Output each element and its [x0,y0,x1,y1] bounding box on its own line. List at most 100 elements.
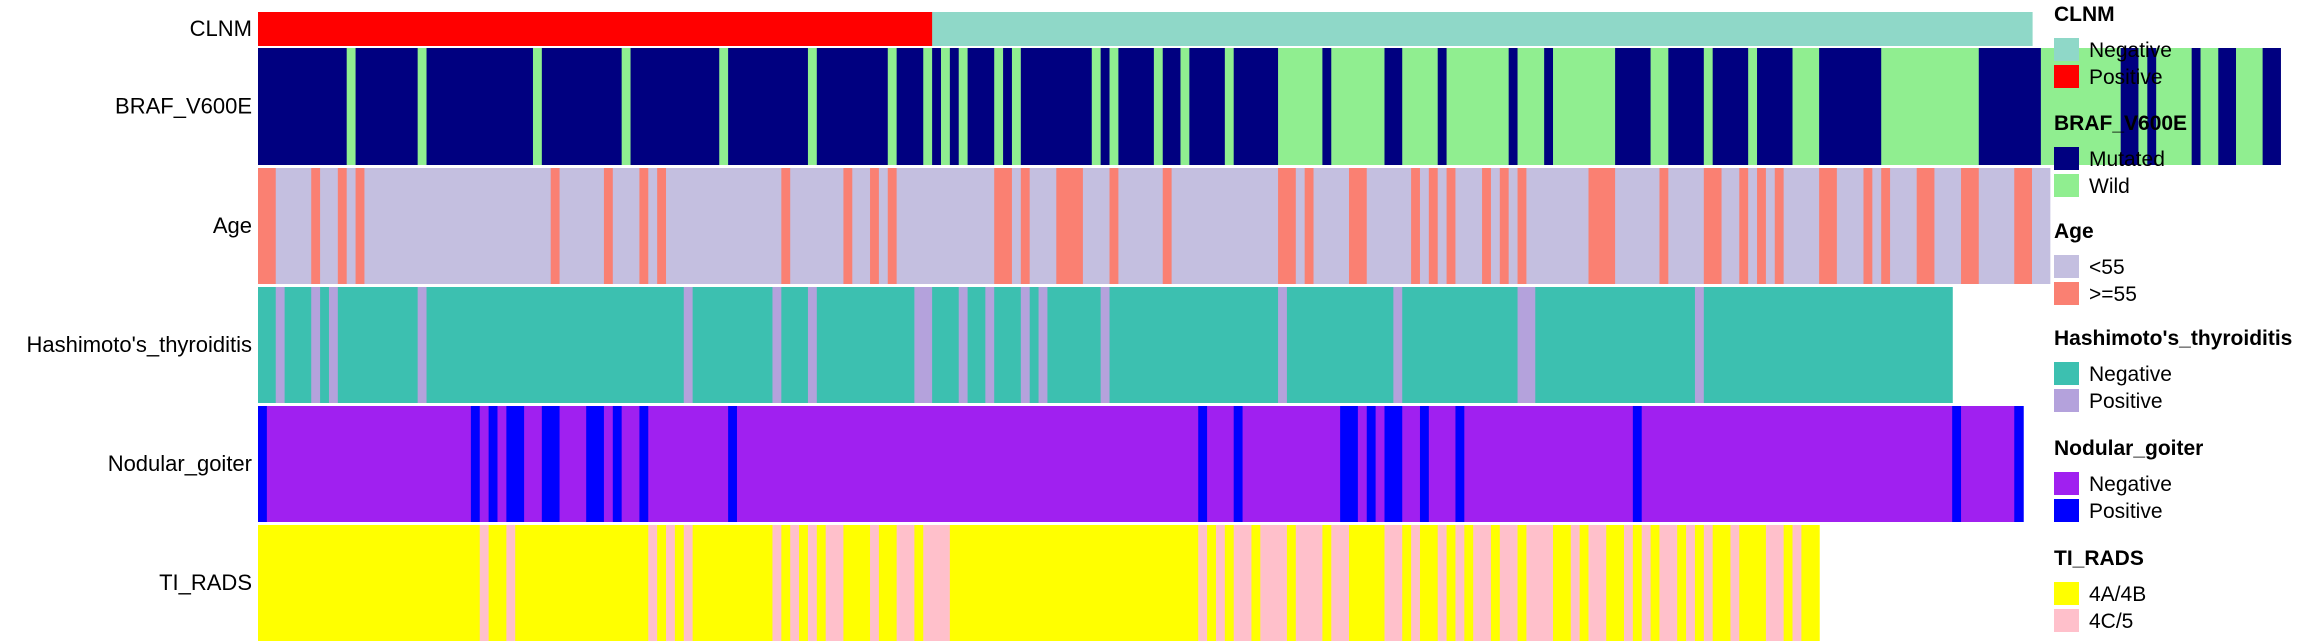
cell-block-ti-rads-25 [1198,525,1208,641]
cell-block-hashimoto-s-thyroiditis-17 [958,287,969,403]
cell-block-hashimoto-s-thyroiditis-25 [1100,287,1111,403]
cell-block-age-23 [896,168,995,284]
cell-block-nodular-goiter-34 [1952,406,1962,522]
cell-block-hashimoto-s-thyroiditis-23 [1038,287,1049,403]
legend-title-braf-v600e: BRAF_V600E [2054,112,2187,135]
cell-block-braf-v600e-18 [949,48,960,165]
cell-block-ti-rads-14 [799,525,809,641]
cell-block-age-6 [355,168,366,284]
cell-block-age-54 [1659,168,1669,284]
cell-block-ti-rads-26 [1207,525,1217,641]
cell-block-braf-v600e-58 [2120,48,2140,165]
cell-block-ti-rads-23 [923,525,951,641]
cell-block-braf-v600e-43 [1517,48,1545,165]
cell-block-ti-rads-50 [1553,525,1572,641]
legend-age: Age <55 >=55 [2054,220,2137,306]
legend-braf-v600e: BRAF_V600E Mutated Wild [2054,112,2187,198]
cell-block-age-46 [1482,168,1492,284]
cell-block-hashimoto-s-thyroiditis-4 [320,287,330,403]
cell-block-hashimoto-s-thyroiditis-8 [426,287,685,403]
cell-block-ti-rads-31 [1260,525,1288,641]
cell-block-age-58 [1739,168,1749,284]
cell-block-age-41 [1419,168,1430,284]
cell-block-braf-v600e-25 [1091,48,1102,165]
cell-block-braf-v600e-55 [1881,48,1980,165]
cell-block-ti-rads-38 [1402,525,1412,641]
cell-block-age-74 [2014,168,2033,284]
cell-block-ti-rads-6 [657,525,667,641]
cell-block-ti-rads-59 [1659,525,1678,641]
cell-block-braf-v600e-48 [1668,48,1705,165]
legend-swatch-braf-v600e-mutated [2054,147,2079,170]
cell-block-hashimoto-s-thyroiditis-5 [328,287,339,403]
cell-block-age-29 [1082,168,1111,284]
cell-block-hashimoto-s-thyroiditis-18 [967,287,986,403]
cell-block-nodular-goiter-25 [1375,406,1386,522]
cell-block-nodular-goiter-7 [524,406,543,522]
cell-block-age-48 [1499,168,1510,284]
cell-block-ti-rads-60 [1677,525,1687,641]
cell-block-ti-rads-56 [1632,525,1643,641]
cell-block-age-60 [1757,168,1767,284]
cell-block-ti-rads-1 [479,525,490,641]
cell-block-braf-v600e-33 [1224,48,1235,165]
cell-block-ti-rads-5 [648,525,658,641]
cell-block-braf-v600e-35 [1278,48,1323,165]
cell-block-braf-v600e-27 [1109,48,1119,165]
cell-block-ti-rads-32 [1286,525,1297,641]
cell-block-braf-v600e-51 [1748,48,1758,165]
cell-block-age-8 [550,168,561,284]
legend-swatch-nodular-goiter-negative [2054,472,2079,495]
cell-block-hashimoto-s-thyroiditis-9 [683,287,694,403]
cell-block-clnm-1 [932,12,2033,46]
cell-block-age-39 [1366,168,1412,284]
cell-block-age-45 [1455,168,1483,284]
cell-block-ti-rads-22 [914,525,924,641]
cell-block-nodular-goiter-11 [603,406,614,522]
cell-block-hashimoto-s-thyroiditis-24 [1047,287,1102,403]
legend-ti-rads: TI_RADS 4A/4B 4C/5 [2054,547,2146,633]
cell-block-hashimoto-s-thyroiditis-30 [1402,287,1519,403]
cell-block-ti-rads-68 [1783,525,1794,641]
cell-block-nodular-goiter-15 [648,406,729,522]
cell-block-braf-v600e-5 [532,48,543,165]
cell-block-nodular-goiter-33 [1641,406,1953,522]
cell-block-ti-rads-16 [816,525,827,641]
cell-block-braf-v600e-4 [426,48,534,165]
cell-block-age-0 [258,168,277,284]
cell-block-hashimoto-s-thyroiditis-1 [275,287,286,403]
cell-block-ti-rads-35 [1331,525,1350,641]
legend-hashimoto-s-thyroiditis: Hashimoto's_thyroiditis Negative Positive [2054,327,2292,413]
cell-block-braf-v600e-29 [1153,48,1164,165]
cell-block-braf-v600e-66 [2262,48,2281,165]
cell-block-nodular-goiter-23 [1357,406,1368,522]
row-labels: CLNM BRAF_V600E Age Hashimoto's_thyroiditis… [26,16,252,595]
cell-block-ti-rads-18 [843,525,871,641]
cell-block-braf-v600e-23 [1011,48,1022,165]
legend-swatch-hashimoto-s-thyroiditis-positive [2054,389,2079,412]
cell-block-age-63 [1783,168,1820,284]
row-label-nodular-goiter: Nodular_goiter [108,451,252,476]
track-braf-v600e [258,48,2281,165]
legend-swatch-braf-v600e-wild [2054,174,2079,197]
legend-title-nodular-goiter: Nodular_goiter [2054,437,2203,460]
cell-block-hashimoto-s-thyroiditis-22 [1029,287,1040,403]
cell-block-ti-rads-28 [1224,525,1235,641]
cell-block-ti-rads-4 [515,525,649,641]
track-age [258,168,2051,284]
cell-block-age-9 [559,168,605,284]
cell-block-hashimoto-s-thyroiditis-11 [772,287,782,403]
cell-block-age-42 [1428,168,1439,284]
cell-block-braf-v600e-32 [1189,48,1226,165]
cell-block-braf-v600e-46 [1615,48,1652,165]
cell-block-hashimoto-s-thyroiditis-6 [337,287,419,403]
cell-block-age-3 [320,168,339,284]
cell-block-hashimoto-s-thyroiditis-28 [1286,287,1394,403]
cell-block-age-62 [1774,168,1785,284]
cell-block-ti-rads-27 [1215,525,1226,641]
cell-block-braf-v600e-9 [719,48,729,165]
cell-block-age-49 [1508,168,1519,284]
cell-block-hashimoto-s-thyroiditis-14 [816,287,915,403]
cell-block-ti-rads-63 [1703,525,1714,641]
